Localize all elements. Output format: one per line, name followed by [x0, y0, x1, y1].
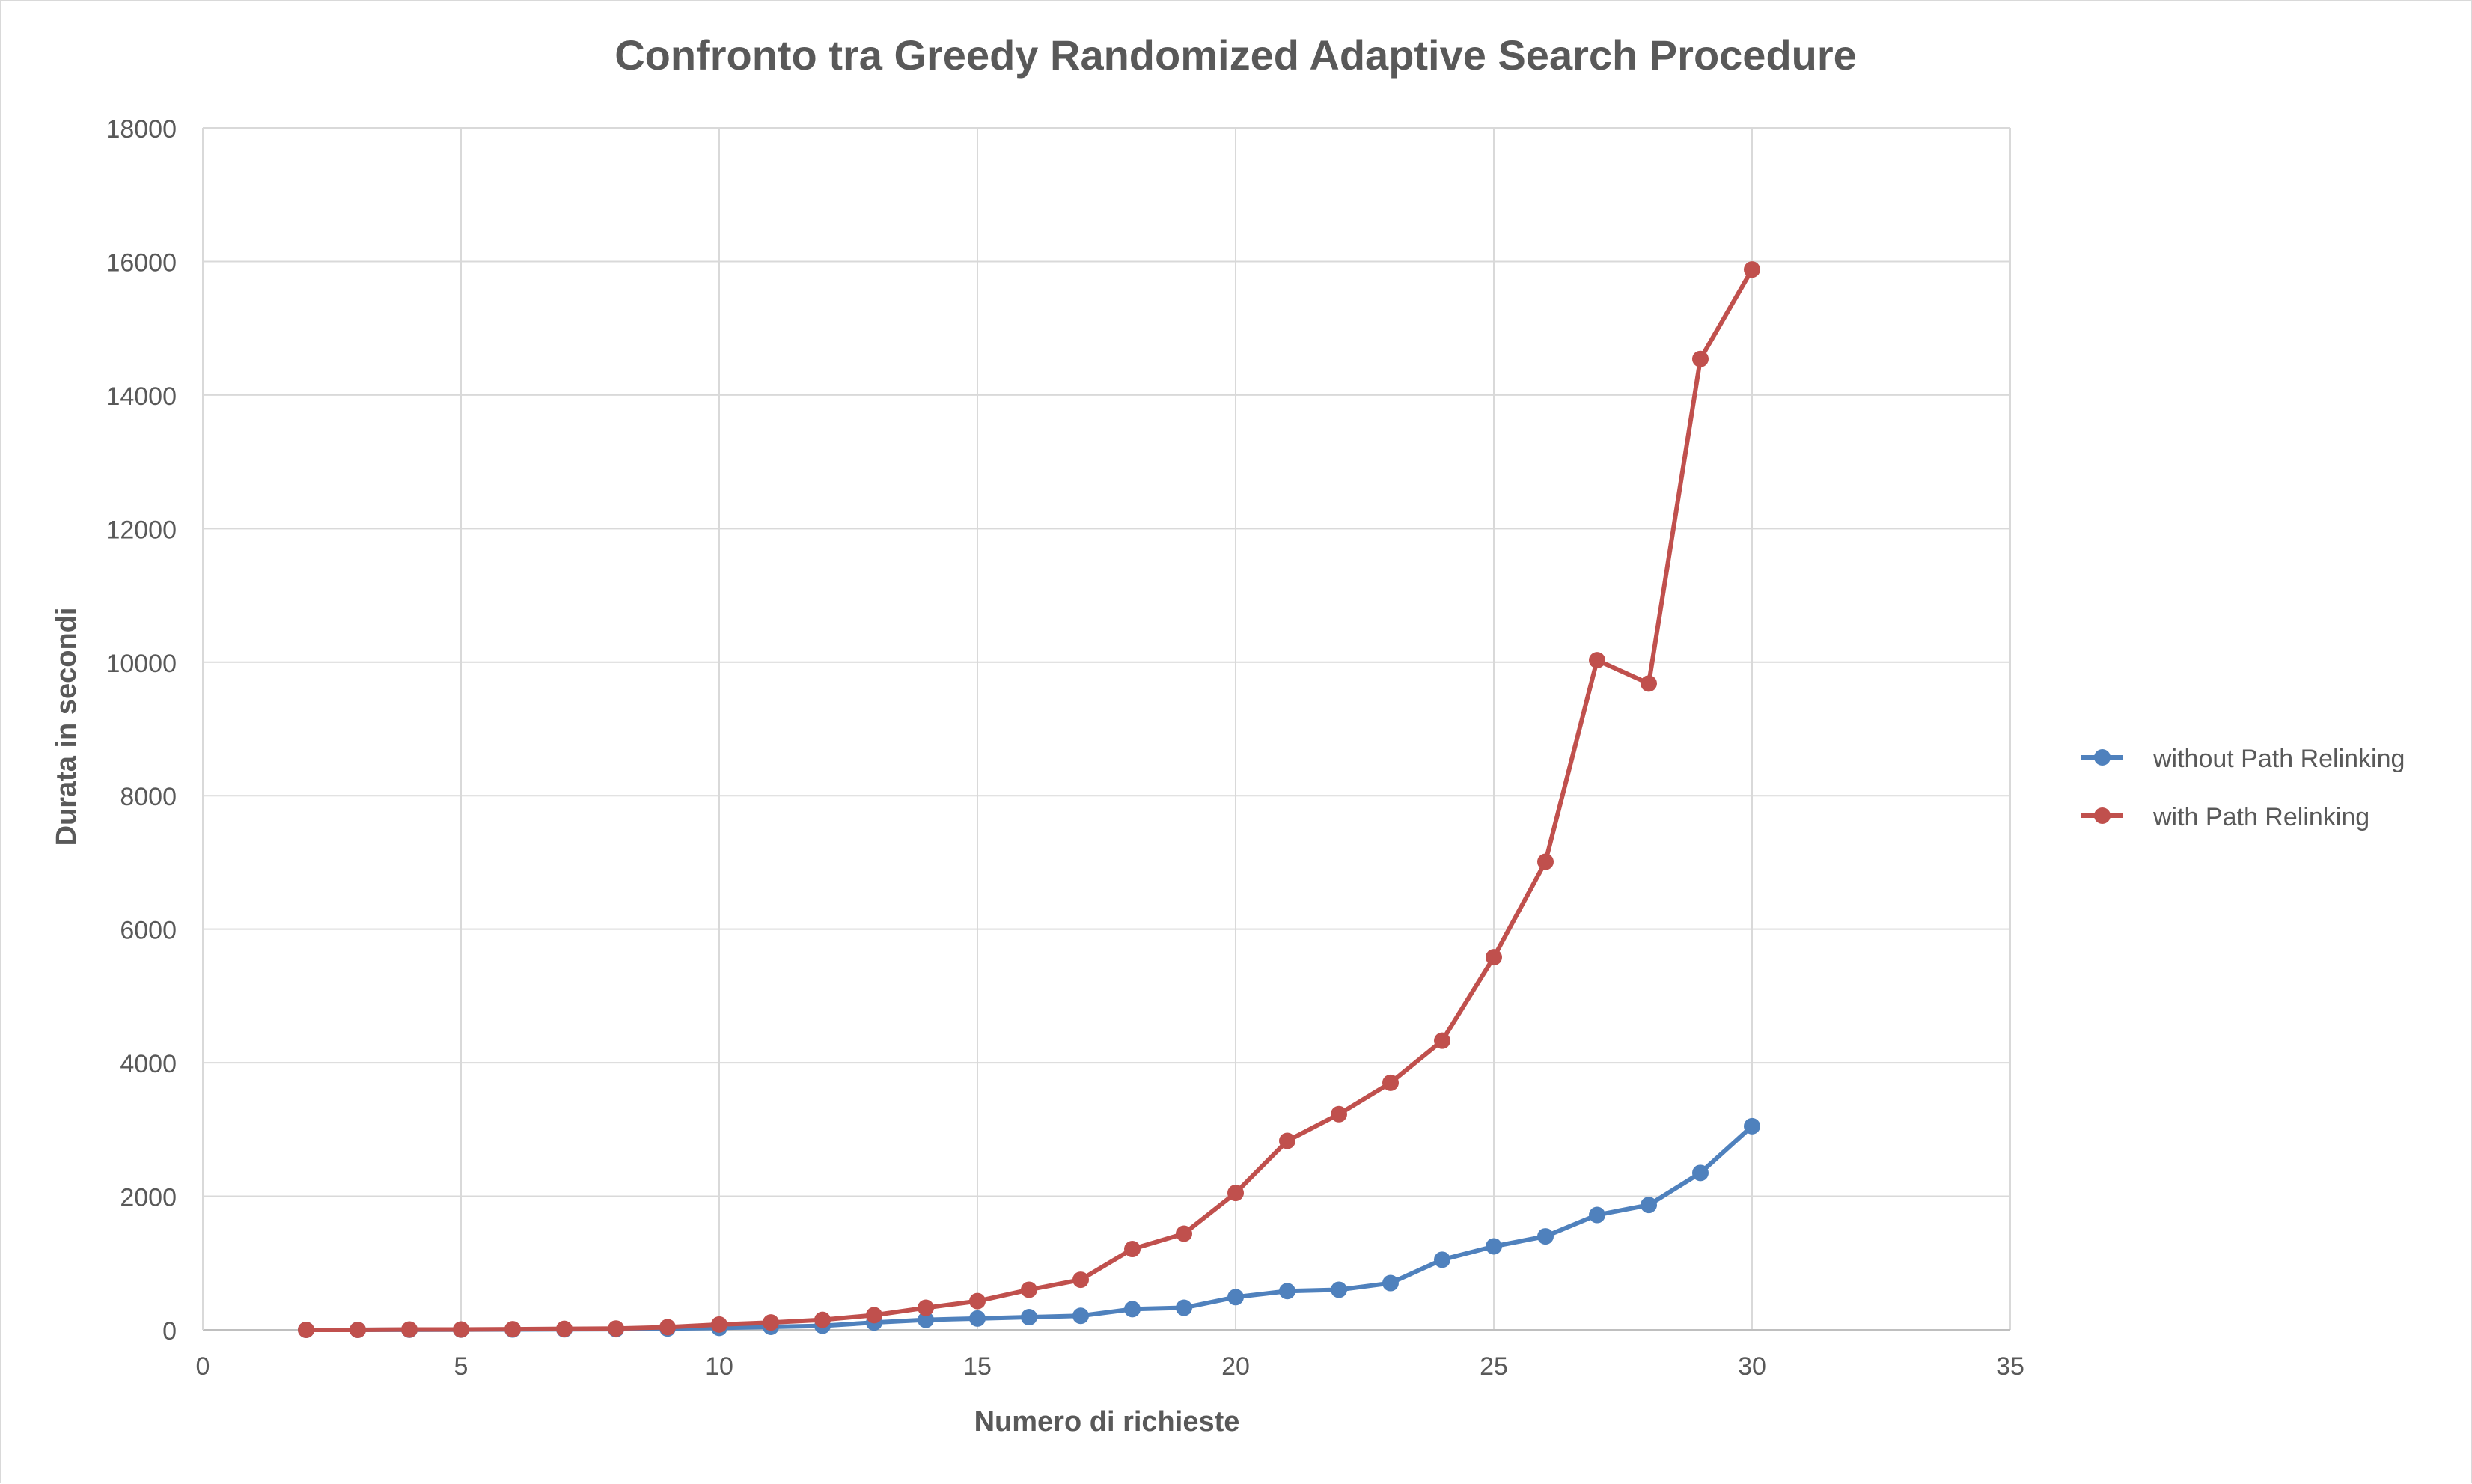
- data-point: [1382, 1274, 1399, 1292]
- data-point: [1486, 1238, 1502, 1255]
- data-point: [1021, 1309, 1037, 1326]
- data-point: [1744, 261, 1760, 278]
- data-point: [1331, 1281, 1347, 1298]
- data-point: [763, 1314, 779, 1331]
- data-point: [711, 1316, 727, 1333]
- data-point: [298, 1322, 314, 1338]
- data-point: [1124, 1301, 1141, 1318]
- y-tick-label: 12000: [106, 516, 177, 544]
- y-tick-label: 8000: [120, 783, 177, 811]
- data-point: [1382, 1074, 1399, 1091]
- y-axis-title: Durata in secondi: [51, 608, 82, 846]
- x-tick-label: 20: [1221, 1352, 1250, 1381]
- y-tick-label: 6000: [120, 917, 177, 945]
- data-point: [918, 1299, 934, 1316]
- chart-title: Confronto tra Greedy Randomized Adaptive…: [614, 31, 1857, 79]
- data-point: [659, 1319, 676, 1336]
- data-point: [556, 1320, 573, 1337]
- series-line: [304, 267, 1754, 1332]
- y-tick-label: 2000: [120, 1184, 177, 1212]
- legend-marker: [2094, 807, 2111, 824]
- series-layer: [298, 261, 1760, 1338]
- data-point: [1279, 1283, 1295, 1300]
- x-tick-label: 25: [1480, 1352, 1508, 1381]
- data-point: [504, 1321, 521, 1338]
- legend-item-2: with Path Relinking: [2081, 803, 2369, 831]
- y-tick-label: 0: [162, 1317, 177, 1346]
- legend: without Path Relinking with Path Relinkin…: [2081, 745, 2405, 831]
- data-point: [1641, 1197, 1657, 1214]
- data-point: [814, 1311, 831, 1328]
- data-point: [1692, 350, 1709, 367]
- data-point: [1537, 853, 1554, 870]
- data-point: [1072, 1271, 1089, 1289]
- y-tick-label: 18000: [106, 115, 177, 144]
- data-point: [1744, 1117, 1760, 1135]
- data-point: [401, 1321, 418, 1338]
- data-point: [969, 1310, 986, 1327]
- series-line: [304, 1123, 1754, 1332]
- x-axis-title: Numero di richieste: [974, 1406, 1240, 1438]
- data-point: [350, 1322, 366, 1338]
- data-point: [1434, 1032, 1450, 1049]
- x-tick-label: 35: [1996, 1352, 2024, 1381]
- legend-label: without Path Relinking: [2152, 745, 2405, 773]
- data-point: [1176, 1225, 1192, 1242]
- data-point: [1589, 652, 1605, 669]
- series-2: [298, 261, 1760, 1338]
- data-point: [1227, 1289, 1244, 1306]
- data-point: [1434, 1251, 1450, 1268]
- data-point: [453, 1321, 469, 1338]
- data-point: [1331, 1105, 1347, 1123]
- x-tick-label: 10: [705, 1352, 733, 1381]
- series-1: [298, 1117, 1760, 1338]
- data-point: [1176, 1299, 1192, 1316]
- data-point: [918, 1311, 934, 1328]
- x-tick-label: 30: [1738, 1352, 1766, 1381]
- data-point: [1072, 1307, 1089, 1325]
- x-tick-label: 0: [196, 1352, 210, 1381]
- y-tick-label: 14000: [106, 382, 177, 411]
- data-point: [1124, 1241, 1141, 1258]
- x-tick-label: 5: [454, 1352, 469, 1381]
- data-point: [1537, 1228, 1554, 1245]
- x-tick-labels: 0 5 10 15 20 25 30 35: [196, 1352, 2024, 1381]
- data-point: [969, 1292, 986, 1310]
- grid-lines: [203, 127, 2011, 1330]
- data-point: [1641, 675, 1657, 692]
- y-tick-label: 4000: [120, 1050, 177, 1078]
- y-tick-labels: 0 2000 4000 6000 8000 10000 12000 14000 16000 180…: [106, 115, 177, 1346]
- data-point: [1692, 1164, 1709, 1182]
- axes: [202, 128, 2010, 1331]
- y-tick-label: 10000: [106, 650, 177, 678]
- data-point: [1279, 1132, 1295, 1149]
- data-point: [1021, 1281, 1037, 1298]
- y-tick-label: 16000: [106, 248, 177, 277]
- data-point: [1486, 949, 1502, 966]
- legend-marker: [2094, 749, 2111, 766]
- legend-item-1: without Path Relinking: [2081, 745, 2405, 773]
- x-tick-label: 15: [963, 1352, 992, 1381]
- data-point: [608, 1320, 624, 1337]
- data-point: [1227, 1185, 1244, 1202]
- data-point: [1589, 1206, 1605, 1224]
- data-point: [866, 1307, 882, 1324]
- legend-label: with Path Relinking: [2152, 803, 2369, 831]
